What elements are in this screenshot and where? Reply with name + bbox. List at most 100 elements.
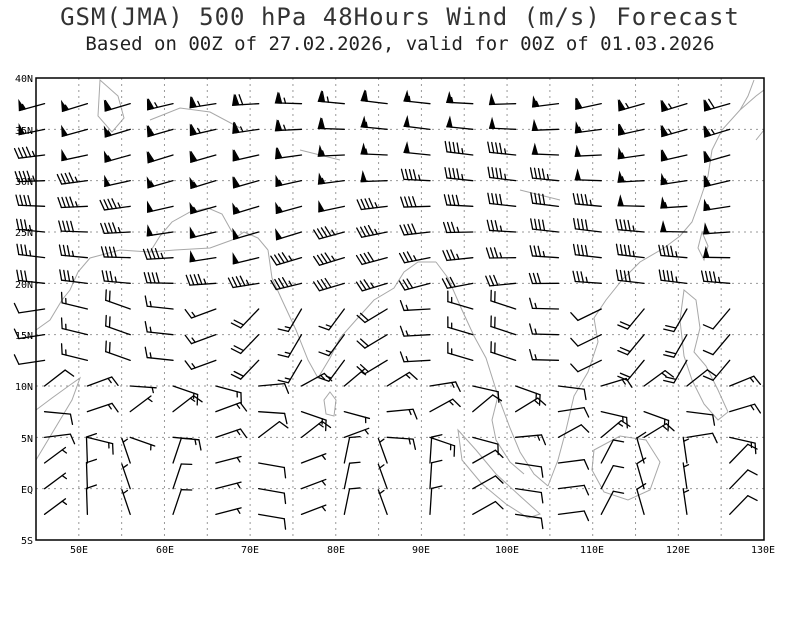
wind-barb <box>663 308 688 333</box>
barb-half-feather <box>683 464 690 468</box>
wind-barb <box>485 274 517 287</box>
wind-barb <box>729 443 758 464</box>
barb-feather <box>399 299 405 312</box>
barb-feather <box>491 141 495 154</box>
barb-feather <box>316 228 324 239</box>
wind-barb <box>660 149 688 162</box>
wind-barb <box>360 89 388 105</box>
barb-shaft <box>557 424 582 438</box>
wind-barb <box>636 431 647 464</box>
wind-barb <box>702 245 731 259</box>
wind-barb <box>729 375 762 387</box>
barb-half-feather <box>160 252 164 259</box>
barb-shaft <box>686 369 708 387</box>
barb-flag <box>61 124 69 138</box>
wind-barb <box>215 455 242 464</box>
wind-barb <box>300 372 333 387</box>
barb-feather <box>321 420 332 429</box>
wind-barb <box>43 411 74 426</box>
wind-barb <box>232 227 260 241</box>
barb-half-feather <box>325 349 332 354</box>
barb-feather <box>60 343 63 355</box>
barb-feather <box>612 490 625 494</box>
barb-half-feather <box>750 404 755 411</box>
barb-feather <box>712 414 716 426</box>
barb-half-feather <box>749 377 755 383</box>
barb-half-feather <box>107 155 112 162</box>
wind-barb <box>490 315 517 336</box>
barb-feather <box>619 321 631 327</box>
barb-feather <box>18 170 24 183</box>
barb-feather <box>444 167 448 179</box>
barb-feather <box>753 403 762 414</box>
barb-half-feather <box>61 474 68 480</box>
wind-barb <box>121 489 131 515</box>
barb-feather <box>583 406 590 418</box>
barb-shaft <box>343 462 351 490</box>
wind-barb <box>86 436 114 455</box>
barb-feather <box>412 408 418 420</box>
barb-feather <box>318 325 330 331</box>
barb-feather <box>364 90 368 102</box>
wind-barb <box>185 273 217 286</box>
barb-half-feather <box>21 103 26 110</box>
wind-barb <box>529 297 560 310</box>
barb-feather <box>190 151 198 162</box>
barb-half-feather <box>379 489 385 495</box>
wind-barb <box>472 436 499 456</box>
barb-flag <box>617 99 625 112</box>
wind-barb <box>702 308 731 330</box>
barb-flag <box>274 119 282 132</box>
barb-flag <box>575 97 582 110</box>
wind-barb <box>472 394 503 413</box>
barb-half-feather <box>278 206 283 213</box>
wind-barb <box>573 217 602 233</box>
barb-flag <box>18 98 26 112</box>
wind-barb <box>343 411 371 424</box>
wind-barb <box>86 376 119 387</box>
barb-half-feather <box>662 425 668 430</box>
barb-feather <box>398 252 406 264</box>
barb-feather <box>154 248 160 260</box>
wind-barb <box>686 369 717 387</box>
barb-shaft <box>472 449 497 464</box>
wind-barb <box>529 323 560 336</box>
barb-feather <box>144 320 148 333</box>
wind-barb <box>343 368 367 387</box>
barb-half-feather <box>408 438 411 445</box>
barb-feather <box>404 168 409 181</box>
barb-half-feather <box>664 202 668 209</box>
barb-feather <box>485 275 491 287</box>
barb-feather <box>402 279 410 290</box>
barb-half-feather <box>197 100 201 107</box>
barb-feather <box>412 169 417 181</box>
barb-half-feather <box>122 438 129 443</box>
wind-barb <box>617 170 645 183</box>
barb-half-feather <box>71 250 75 258</box>
barb-feather <box>144 295 148 307</box>
barb-half-feather <box>107 403 112 410</box>
barb-half-feather <box>191 363 196 369</box>
lon-label: 120E <box>666 545 690 556</box>
wind-barb <box>617 147 645 160</box>
barb-shaft <box>258 488 285 494</box>
barb-flag <box>531 142 539 155</box>
barb-feather <box>111 198 117 209</box>
wind-barb <box>43 369 75 387</box>
barb-feather <box>283 382 290 394</box>
barb-flag <box>703 150 711 164</box>
wind-barb <box>531 118 560 131</box>
barb-feather <box>231 276 238 288</box>
wind-barb <box>258 462 287 479</box>
barb-half-feather <box>621 176 625 183</box>
wind-barb <box>682 487 690 515</box>
wind-barb <box>600 464 625 490</box>
barb-feather <box>576 270 580 283</box>
barb-feather <box>747 469 758 476</box>
barb-feather <box>63 269 67 282</box>
wind-barb <box>574 144 602 157</box>
wind-barb <box>636 457 647 490</box>
lon-label: 50E <box>70 545 88 556</box>
arabian-coast <box>35 231 269 331</box>
barb-feather <box>489 275 495 287</box>
